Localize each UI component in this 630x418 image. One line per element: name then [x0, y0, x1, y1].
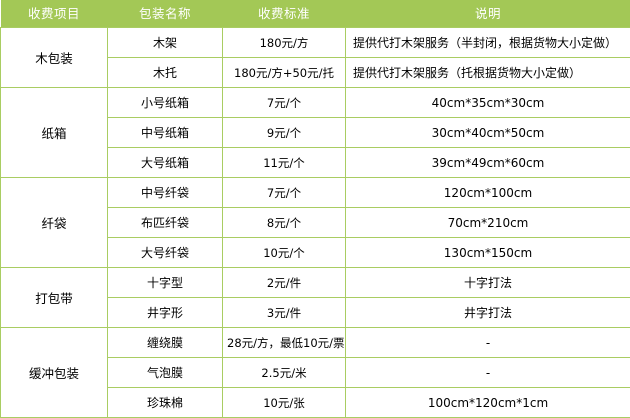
price-cell: 7元/个: [223, 88, 346, 118]
price-value: 7元/个: [267, 185, 301, 201]
package-name-cell: 气泡膜: [108, 358, 223, 388]
price-cell: 3元/件: [223, 298, 346, 328]
column-header-price-standard: 收费标准: [223, 0, 346, 28]
description-cell: -: [346, 328, 630, 358]
price-value: 8元/个: [267, 215, 301, 231]
table-body: 木包装木架 180元/方 提供代打木架服务（半封闭，根据货物大小定做） 木托 180元/…: [1, 28, 630, 418]
description-cell: 十字打法: [346, 268, 630, 298]
header-row: 收费项目 包装名称 收费标准 说明: [1, 0, 630, 28]
price-value: 7元/个: [267, 95, 301, 111]
package-name-cell: 珍珠棉: [108, 388, 223, 418]
package-name-cell: 十字型: [108, 268, 223, 298]
package-name-cell: 大号纸箱: [108, 148, 223, 178]
description-cell: 提供代打木架服务（半封闭，根据货物大小定做）: [346, 28, 630, 58]
package-name-cell: 小号纸箱: [108, 88, 223, 118]
description-cell: 120cm*100cm: [346, 178, 630, 208]
price-cell: 9元/个: [223, 118, 346, 148]
price-value: 10元/张: [263, 395, 305, 411]
package-name-cell: 木托: [108, 58, 223, 88]
table-header: 收费项目 包装名称 收费标准 说明: [1, 0, 630, 28]
price-value: 180元/方: [260, 35, 309, 51]
column-header-description: 说明: [346, 0, 630, 28]
description-cell: 100cm*120cm*1cm: [346, 388, 630, 418]
price-value: 3元/件: [267, 305, 301, 321]
price-cell: 2.5元/米: [223, 358, 346, 388]
price-cell: 10元/张: [223, 388, 346, 418]
description-cell: 39cm*49cm*60cm: [346, 148, 630, 178]
price-cell: 28元/方，最低10元/票: [223, 328, 346, 358]
price-cell: 10元/个: [223, 238, 346, 268]
price-cell: 11元/个: [223, 148, 346, 178]
group-name-cell: 纤袋: [1, 178, 108, 268]
package-name-cell: 木架: [108, 28, 223, 58]
column-header-item: 收费项目: [1, 0, 108, 28]
package-name-cell: 中号纤袋: [108, 178, 223, 208]
price-value: 2.5元/米: [261, 365, 306, 381]
package-name-cell: 缠绕膜: [108, 328, 223, 358]
price-value: 11元/个: [263, 155, 305, 171]
package-name-cell: 井字形: [108, 298, 223, 328]
price-value: 180元/方+50元/托: [234, 65, 334, 81]
description-cell: 井字打法: [346, 298, 630, 328]
description-cell: 40cm*35cm*30cm: [346, 88, 630, 118]
description-cell: 30cm*40cm*50cm: [346, 118, 630, 148]
group-name-cell: 打包带: [1, 268, 108, 328]
description-cell: 130cm*150cm: [346, 238, 630, 268]
group-name-cell: 木包装: [1, 28, 108, 88]
group-name-cell: 纸箱: [1, 88, 108, 178]
price-cell: 180元/方: [223, 28, 346, 58]
price-cell: 7元/个: [223, 178, 346, 208]
description-cell: -: [346, 358, 630, 388]
price-value: 2元/件: [267, 275, 301, 291]
description-cell: 70cm*210cm: [346, 208, 630, 238]
description-cell: 提供代打木架服务（托根据货物大小定做）: [346, 58, 630, 88]
column-header-package-name: 包装名称: [108, 0, 223, 28]
price-cell: 8元/个: [223, 208, 346, 238]
price-value: 10元/个: [263, 245, 305, 261]
price-value: 28元/方，最低10元/票: [227, 335, 345, 351]
package-name-cell: 中号纸箱: [108, 118, 223, 148]
package-name-cell: 布匹纤袋: [108, 208, 223, 238]
price-value: 9元/个: [267, 125, 301, 141]
price-cell: 2元/件: [223, 268, 346, 298]
price-cell: 180元/方+50元/托: [223, 58, 346, 88]
package-name-cell: 大号纤袋: [108, 238, 223, 268]
group-name-cell: 缓冲包装: [1, 328, 108, 418]
